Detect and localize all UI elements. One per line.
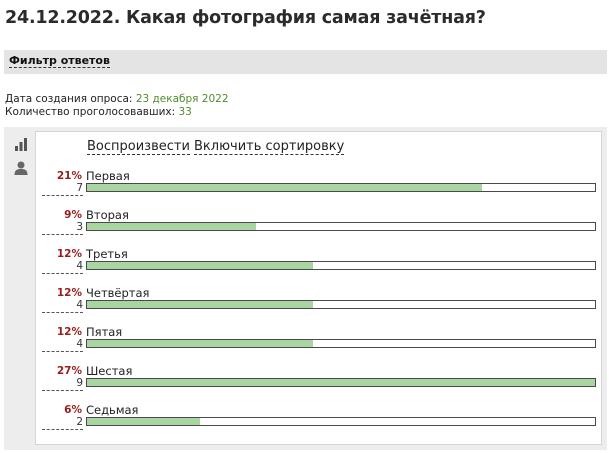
result-row: 27% Шестая 9 xyxy=(36,364,596,401)
result-label: Четвёртая xyxy=(86,286,150,300)
result-percent: 12% xyxy=(56,248,82,260)
result-bar-fill xyxy=(87,184,483,191)
results-panel: Воспроизвести Включить сортировку 21% Пер… xyxy=(4,127,607,450)
result-bar-track xyxy=(86,222,596,231)
result-row: 6% Седьмая 2 xyxy=(36,403,596,440)
result-row: 12% Третья 4 xyxy=(36,247,596,284)
voters-count-value: 33 xyxy=(178,106,192,118)
result-bar-track xyxy=(86,183,596,192)
result-percent: 12% xyxy=(56,326,82,338)
filter-bar: Фильтр ответов xyxy=(4,50,607,74)
result-votes[interactable]: 4 xyxy=(42,300,83,313)
play-button[interactable]: Воспроизвести xyxy=(87,139,190,155)
result-label: Первая xyxy=(86,169,130,183)
user-icon[interactable] xyxy=(13,160,29,176)
created-date-value: 23 декабря 2022 xyxy=(135,93,229,105)
result-bar-fill xyxy=(87,301,313,308)
created-date-line: Дата создания опроса: 23 декабря 2022 xyxy=(5,93,229,105)
result-bar-fill xyxy=(87,379,595,386)
result-percent: 27% xyxy=(56,365,82,377)
result-bar-fill xyxy=(87,223,257,230)
result-votes[interactable]: 4 xyxy=(42,339,83,352)
result-row: 12% Пятая 4 xyxy=(36,325,596,362)
result-percent: 6% xyxy=(64,404,82,416)
result-bar-track xyxy=(86,417,596,426)
result-label: Седьмая xyxy=(86,403,139,417)
filter-answers-link[interactable]: Фильтр ответов xyxy=(9,54,110,68)
sort-toggle-button[interactable]: Включить сортировку xyxy=(194,139,345,155)
result-label: Шестая xyxy=(86,364,133,378)
result-votes[interactable]: 2 xyxy=(42,417,83,430)
result-votes[interactable]: 7 xyxy=(42,183,83,196)
result-label: Пятая xyxy=(86,325,123,339)
page-title: 24.12.2022. Какая фотография самая зачёт… xyxy=(5,8,486,28)
result-percent: 21% xyxy=(56,170,82,182)
result-bar-track xyxy=(86,300,596,309)
bar-chart-icon[interactable] xyxy=(13,136,29,152)
result-bar-fill xyxy=(87,340,313,347)
result-row: 21% Первая 7 xyxy=(36,169,596,206)
result-bar-track xyxy=(86,378,596,387)
result-votes[interactable]: 9 xyxy=(42,378,83,391)
voters-count-line: Количество проголосовавших: 33 xyxy=(5,106,192,118)
voters-count-label: Количество проголосовавших: xyxy=(5,106,179,118)
result-percent: 9% xyxy=(64,209,82,221)
result-votes[interactable]: 4 xyxy=(42,261,83,274)
result-bar-track xyxy=(86,261,596,270)
result-label: Третья xyxy=(86,247,128,261)
result-row: 12% Четвёртая 4 xyxy=(36,286,596,323)
result-row: 9% Вторая 3 xyxy=(36,208,596,245)
created-date-label: Дата создания опроса: xyxy=(5,93,136,105)
result-bar-fill xyxy=(87,262,313,269)
result-label: Вторая xyxy=(86,208,129,222)
result-bar-fill xyxy=(87,418,200,425)
result-percent: 12% xyxy=(56,287,82,299)
result-votes[interactable]: 3 xyxy=(42,222,83,235)
results-box: Воспроизвести Включить сортировку 21% Пер… xyxy=(35,131,602,445)
result-bar-track xyxy=(86,339,596,348)
